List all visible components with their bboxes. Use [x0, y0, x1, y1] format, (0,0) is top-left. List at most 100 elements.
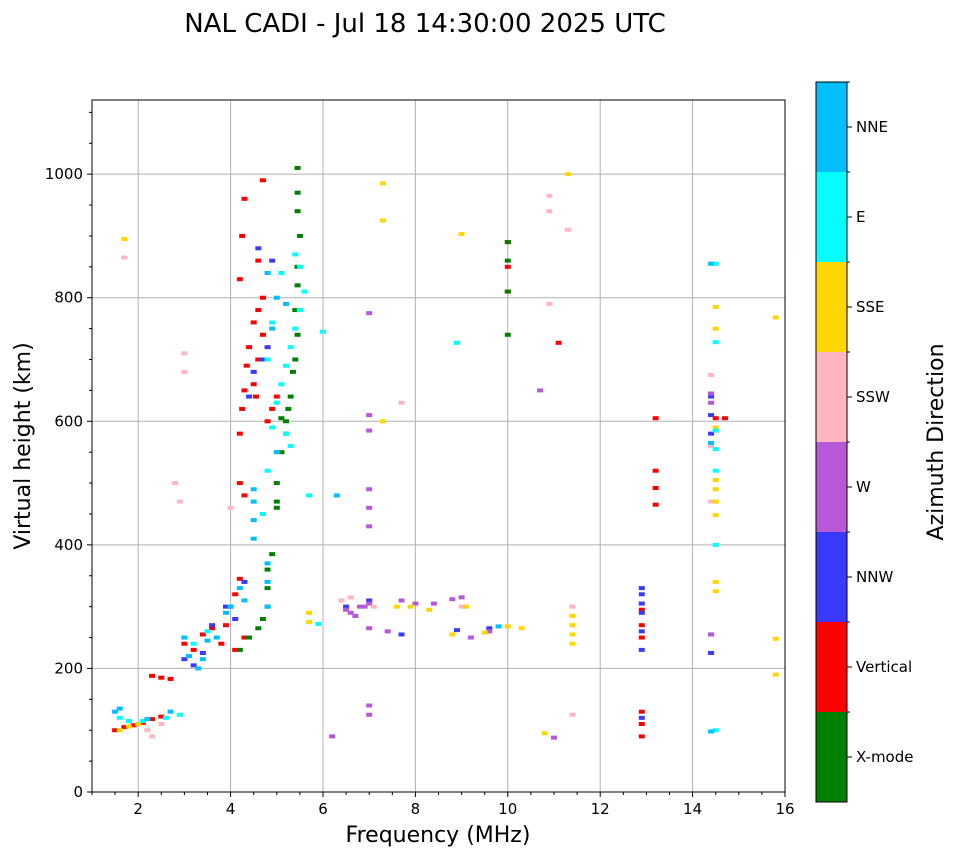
echo-point — [289, 369, 296, 374]
echo-point — [347, 610, 354, 615]
echo-point — [569, 632, 576, 637]
echo-point — [283, 419, 290, 424]
echo-point — [181, 351, 188, 356]
series-nnw — [181, 246, 715, 720]
echo-point — [144, 728, 151, 733]
echo-point — [121, 725, 128, 730]
echo-point — [264, 271, 271, 275]
echo-point — [366, 598, 373, 603]
echo-point — [315, 621, 322, 626]
echo-point — [320, 329, 326, 334]
echo-point — [721, 416, 728, 421]
echo-point — [269, 406, 276, 411]
echo-point — [241, 196, 248, 201]
echo-point — [269, 320, 276, 325]
echo-point — [218, 641, 225, 646]
echo-point — [708, 632, 715, 637]
echo-point — [199, 650, 206, 655]
echo-point — [569, 613, 576, 618]
echo-point — [569, 641, 576, 646]
echo-point — [190, 641, 197, 646]
echo-point — [380, 218, 387, 223]
x-tick-label: 14 — [683, 800, 702, 818]
echo-point — [352, 613, 359, 618]
echo-point — [239, 406, 246, 411]
echo-point — [121, 237, 128, 242]
echo-point — [366, 601, 373, 606]
echo-point — [504, 258, 511, 263]
echo-point — [190, 647, 197, 652]
echo-point — [190, 663, 197, 668]
echo-point — [546, 193, 553, 198]
echo-point — [285, 406, 292, 411]
x-tick-label: 2 — [133, 800, 143, 818]
echo-point — [264, 604, 271, 609]
echo-point — [255, 258, 262, 263]
y-axis-label: Virtual height (km) — [11, 342, 36, 549]
echo-point — [366, 505, 373, 510]
echo-point — [255, 308, 262, 313]
echo-point — [708, 391, 715, 396]
echo-point — [181, 635, 188, 640]
echo-point — [384, 629, 391, 634]
echo-point — [638, 635, 645, 640]
echo-point — [253, 394, 260, 399]
echo-point — [564, 227, 571, 232]
echo-point — [467, 635, 474, 640]
series-sse — [116, 172, 779, 736]
echo-point — [250, 320, 257, 325]
echo-point — [130, 723, 137, 728]
echo-point — [504, 289, 511, 294]
echo-point — [356, 604, 363, 609]
colorbar-frame — [815, 81, 848, 803]
echo-point — [638, 709, 645, 714]
echo-point — [278, 382, 285, 387]
colorbar-segment — [816, 532, 847, 622]
echo-point — [638, 610, 645, 615]
echo-point — [243, 363, 250, 368]
echo-point — [712, 487, 719, 492]
echo-point — [181, 657, 188, 662]
echo-point — [708, 372, 715, 377]
echo-point — [366, 524, 373, 529]
echo-point — [241, 598, 248, 603]
echo-point — [255, 626, 262, 631]
echo-point — [269, 425, 276, 430]
echo-point — [426, 607, 433, 612]
echo-point — [638, 715, 645, 720]
echo-point — [195, 666, 202, 671]
echo-point — [458, 232, 465, 237]
echo-point — [167, 676, 174, 681]
echo-point — [398, 400, 405, 405]
echo-point — [239, 233, 246, 238]
echo-point — [292, 308, 299, 313]
echo-point — [708, 499, 715, 504]
echo-point — [294, 332, 301, 337]
echo-point — [504, 332, 511, 337]
echo-point — [273, 400, 280, 405]
echo-point — [652, 502, 659, 507]
echo-point — [712, 579, 719, 584]
echo-point — [458, 595, 465, 600]
echo-point — [294, 165, 301, 170]
echo-point — [181, 641, 188, 646]
echo-point — [343, 607, 350, 612]
echo-point — [712, 477, 719, 482]
echo-point — [209, 623, 216, 628]
y-tick-label: 800 — [54, 289, 83, 307]
echo-point — [712, 425, 719, 430]
echo-point — [361, 604, 368, 609]
colorbar-segment — [816, 172, 847, 262]
echo-point — [241, 493, 248, 498]
echo-point — [121, 255, 128, 260]
echo-point — [638, 601, 645, 606]
x-tick-label: 12 — [591, 800, 610, 818]
echo-point — [264, 345, 271, 350]
echo-point — [537, 388, 544, 393]
echo-point — [236, 431, 243, 436]
x-tick-label: 4 — [226, 800, 236, 818]
echo-point — [306, 493, 313, 498]
echo-point — [259, 617, 266, 621]
echo-point — [398, 598, 405, 603]
echo-point — [236, 647, 243, 652]
